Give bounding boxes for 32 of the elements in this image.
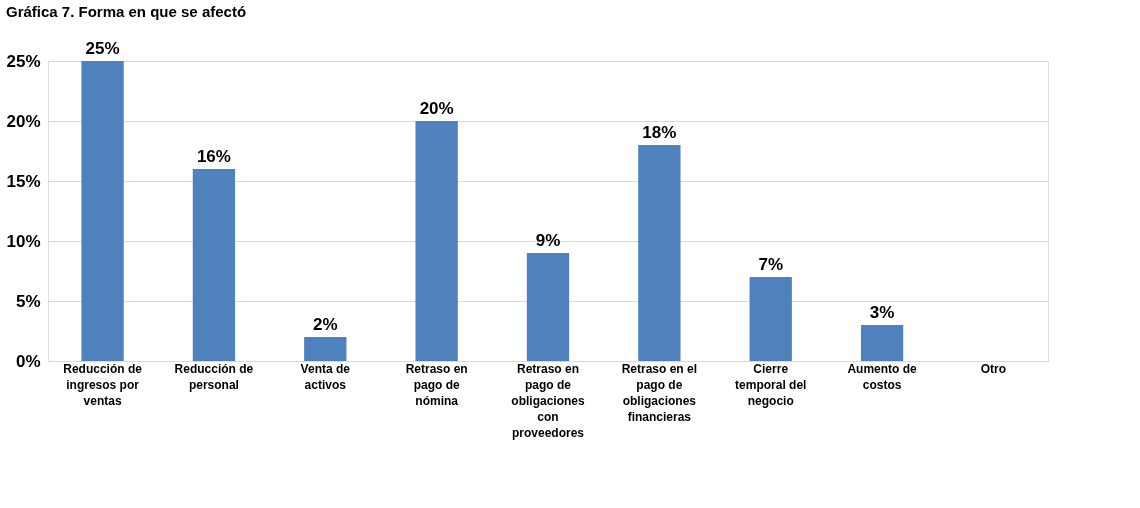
y-tick-label: 15% <box>6 171 41 191</box>
x-tick-label: Reducción de personal <box>174 361 254 392</box>
x-tick-label: Retraso en pago de obligaciones con proveedores <box>511 361 585 440</box>
x-tick-label: Aumento de costos <box>847 361 918 392</box>
data-label: 18% <box>642 123 677 142</box>
x-tick-label: Venta de activos <box>300 361 351 392</box>
data-label: 7% <box>758 255 784 274</box>
x-tick-label: Retraso en pago de nómina <box>405 361 468 408</box>
data-label: 20% <box>419 99 454 118</box>
bar <box>304 337 347 361</box>
bar <box>192 169 236 361</box>
data-label: 3% <box>869 303 895 322</box>
bar <box>638 145 681 361</box>
y-tick-label: 10% <box>6 231 41 251</box>
bar <box>749 277 792 361</box>
data-label: 2% <box>312 315 338 334</box>
y-tick-label: 20% <box>6 111 41 131</box>
y-tick-label: 5% <box>15 291 41 311</box>
x-tick-label: Cierre temporal del negocio <box>735 361 807 408</box>
bar <box>860 325 904 361</box>
bar <box>415 121 458 361</box>
chart-title: Gráfica 7. Forma en que se afectó <box>5 3 247 20</box>
x-tick-label: Retraso en el pago de obligaciones financieras <box>621 361 698 424</box>
data-label: 9% <box>535 231 561 250</box>
bar <box>81 61 124 361</box>
x-tick-label: Reducción de ingresos por ventas <box>63 361 143 408</box>
y-tick-label: 0% <box>15 351 41 371</box>
data-label: 16% <box>196 147 231 166</box>
x-tick-label: Otro <box>980 361 1007 376</box>
bar <box>526 253 570 361</box>
y-tick-label: 25% <box>6 51 41 71</box>
data-label: 25% <box>85 39 120 58</box>
